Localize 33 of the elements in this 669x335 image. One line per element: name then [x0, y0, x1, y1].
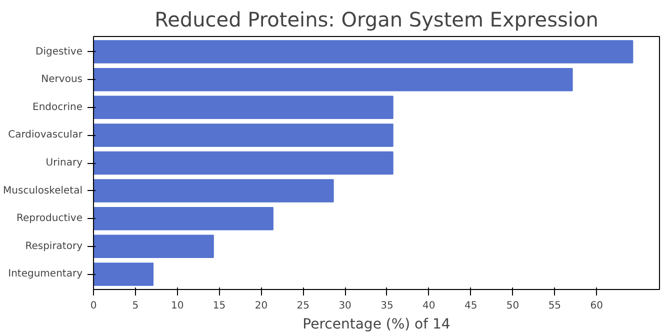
- x-tick-label: 35: [380, 300, 394, 312]
- x-tick-label: 20: [254, 300, 268, 312]
- y-tick-label: Respiratory: [25, 240, 83, 252]
- x-tick-label: 10: [170, 300, 184, 312]
- x-tick-label: 0: [90, 300, 97, 312]
- bar: [94, 234, 214, 258]
- chart-title: Reduced Proteins: Organ System Expression: [154, 8, 598, 32]
- bar: [94, 124, 394, 147]
- bar: [94, 40, 634, 64]
- x-tick-label: 45: [464, 300, 478, 312]
- x-tick-label: 50: [506, 300, 520, 312]
- x-tick-label: 5: [132, 300, 139, 312]
- bar: [94, 206, 274, 230]
- x-tick-label: 30: [338, 300, 352, 312]
- y-tick-label: Urinary: [46, 158, 83, 168]
- bar: [94, 262, 154, 286]
- bar: [94, 68, 573, 92]
- y-tick-label: Musculoskeletal: [3, 185, 83, 196]
- x-tick-label: 40: [422, 300, 436, 312]
- y-tick-label: Cardiovascular: [8, 130, 84, 141]
- y-tick-label: Integumentary: [8, 268, 83, 280]
- x-axis-title: Percentage (%) of 14: [302, 316, 450, 332]
- x-tick-label: 55: [548, 300, 562, 312]
- x-tick-label: 25: [296, 300, 310, 312]
- bar: [94, 151, 394, 175]
- x-tick-label: 15: [212, 300, 226, 312]
- x-tick-label: 60: [590, 300, 603, 312]
- y-tick-label: Nervous: [41, 74, 82, 86]
- y-tick-label: Reproductive: [16, 213, 83, 224]
- bar: [94, 179, 334, 202]
- y-tick-label: Digestive: [36, 46, 83, 58]
- y-tick-label: Endocrine: [32, 102, 82, 113]
- bar: [94, 96, 394, 120]
